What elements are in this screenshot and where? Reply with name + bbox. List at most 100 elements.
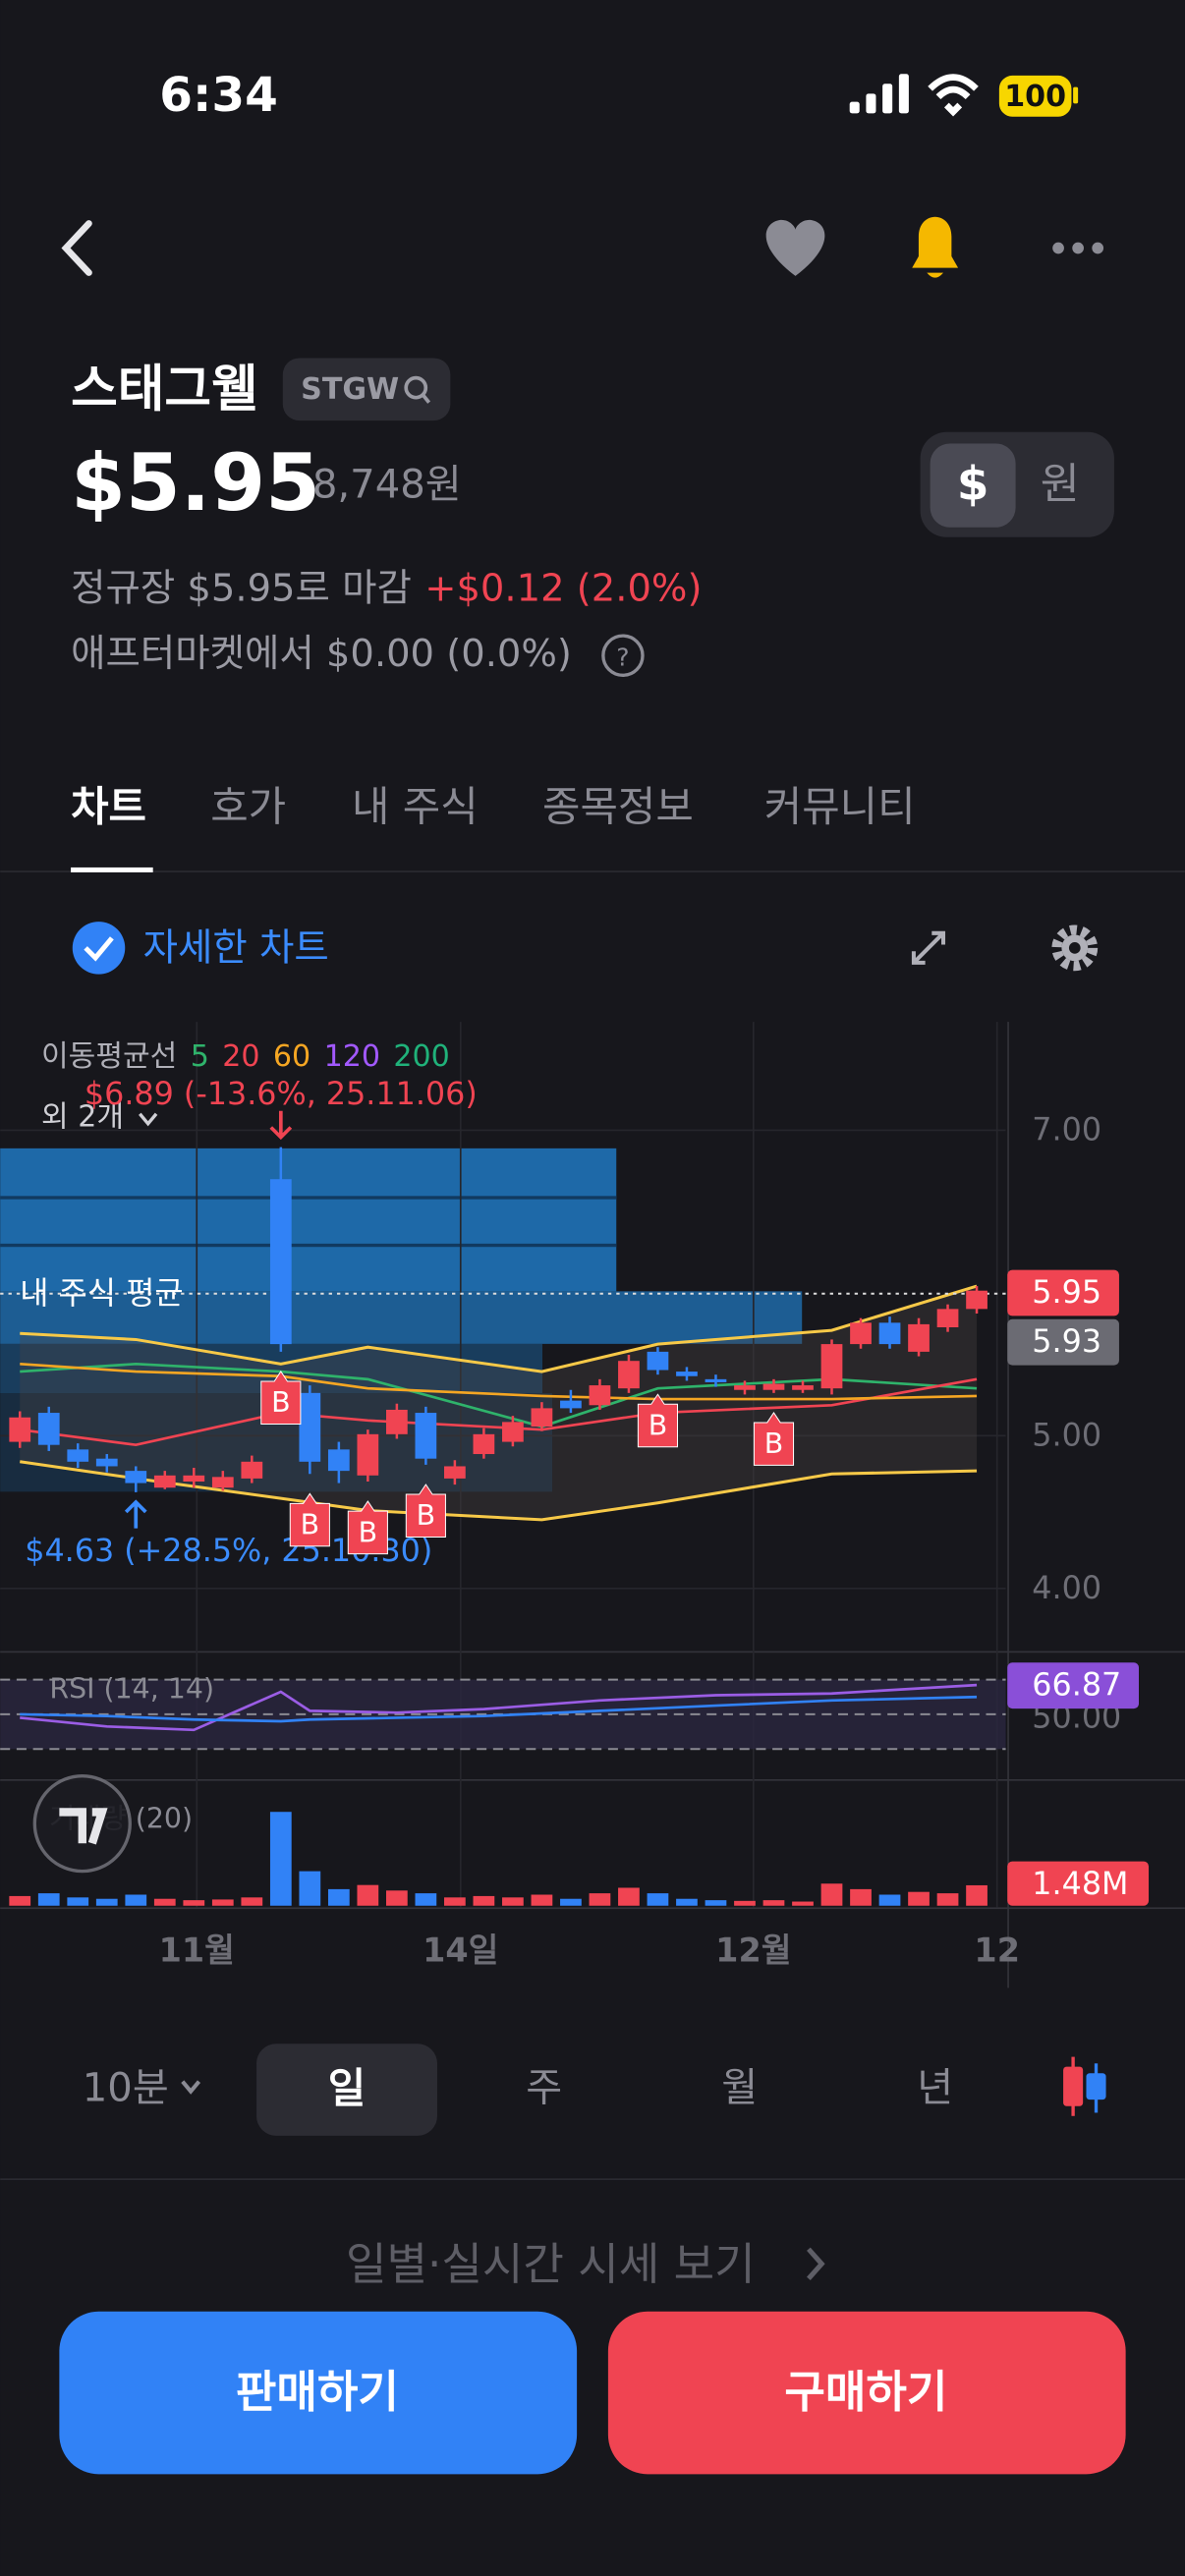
currency-krw[interactable]: 원 — [1041, 460, 1080, 509]
settings-button[interactable] — [1051, 924, 1099, 972]
buy-button[interactable] — [607, 2311, 1126, 2475]
volume-bar — [37, 1893, 60, 1906]
high-note: $6.89 (-13.6%, 25.11.06) — [85, 1077, 478, 1112]
tab[interactable]: 종목정보 — [542, 783, 694, 831]
expand-button[interactable] — [911, 930, 946, 965]
sell-button[interactable] — [59, 2311, 578, 2475]
candle-body — [676, 1372, 698, 1376]
dropdown-caret — [181, 2080, 201, 2095]
last-price-tag — [1007, 1269, 1119, 1316]
volume-bar — [357, 1884, 379, 1906]
buy-marker-label: B — [417, 1499, 435, 1532]
volume-bar — [734, 1900, 756, 1906]
axis-divider — [1007, 1022, 1009, 1988]
x-tick-label: 12 — [974, 1931, 1020, 1969]
volume-bar — [269, 1812, 292, 1906]
candle-body — [37, 1413, 60, 1445]
tv-logo-mark — [59, 1808, 108, 1845]
detail-chart-label[interactable]: 자세한 차트 — [143, 925, 329, 970]
link-arrow — [807, 2247, 825, 2280]
chart: 7.00 5.00 4.00 이동평균선 5 20 60 120 200 외 2개내 주식 평균 $… — [0, 1022, 1185, 1988]
check — [84, 936, 114, 962]
period-dropdown[interactable]: 10분 — [83, 2065, 169, 2110]
volume-bar — [705, 1900, 727, 1906]
candle-body — [589, 1385, 611, 1406]
rsi-tag-label: 66.87 — [1032, 1668, 1121, 1704]
buy-marker — [753, 1412, 795, 1466]
legend: 이동평균선 5 20 60 120 200 — [41, 1039, 450, 1074]
favorite-button[interactable] — [765, 219, 825, 276]
period-option[interactable]: 일 — [328, 2064, 366, 2112]
tab-indicator — [71, 867, 153, 872]
candle-body — [9, 1417, 31, 1442]
close-text: 정규장 $5.95로 마감 — [71, 566, 412, 610]
volume-bar — [850, 1888, 872, 1906]
currency-usd[interactable]: $ — [957, 458, 989, 511]
candle-body — [153, 1475, 176, 1488]
volume-bar — [936, 1893, 959, 1906]
battery-cap — [1073, 86, 1079, 104]
quote-link[interactable]: 일별·실시간 시세 보기 — [346, 2238, 756, 2290]
legend-more[interactable]: 외 2개 — [41, 1100, 124, 1135]
more-button[interactable] — [1052, 242, 1104, 254]
candle-body — [647, 1351, 669, 1371]
help-icon[interactable] — [601, 634, 645, 677]
divider — [0, 2178, 1185, 2181]
y-tick-label: 7.00 — [1032, 1112, 1101, 1148]
panel-divider — [0, 1907, 1185, 1910]
rsi-line — [20, 1683, 978, 1732]
buy-marker-label: B — [764, 1428, 784, 1460]
volume-bar — [502, 1897, 524, 1906]
rsi-line — [20, 1695, 978, 1723]
volume-bar — [385, 1890, 408, 1906]
buy-marker-label: B — [301, 1509, 320, 1541]
chart-style-button[interactable] — [1063, 2056, 1106, 2116]
legend-caret — [139, 1112, 158, 1127]
period-option[interactable]: 월 — [721, 2065, 758, 2110]
change: +$0.12 (2.0%) — [424, 566, 702, 610]
candle-body — [762, 1383, 785, 1390]
candle-body — [211, 1477, 234, 1488]
volume-bar — [183, 1900, 205, 1906]
candle-body — [415, 1413, 437, 1459]
rsi-tag — [1007, 1662, 1140, 1709]
checkbox[interactable] — [72, 922, 126, 975]
alert-button[interactable] — [912, 216, 959, 278]
volume-bar — [415, 1893, 437, 1906]
volume-bar — [647, 1893, 669, 1906]
period-option[interactable]: 년 — [917, 2065, 953, 2110]
panel-divider — [0, 1651, 1185, 1653]
price-krw: 8,748원 — [312, 462, 462, 507]
ma-line — [20, 1377, 978, 1447]
battery-level: 100 — [1004, 80, 1066, 114]
buy-marker — [405, 1484, 446, 1538]
period-option[interactable]: 주 — [526, 2065, 562, 2110]
candle-body — [183, 1475, 205, 1483]
tab[interactable]: 내 주식 — [352, 783, 479, 831]
buy-marker-label: B — [271, 1386, 291, 1419]
volume-bar — [9, 1895, 31, 1906]
tab[interactable]: 차트 — [71, 783, 146, 831]
ticker-pill[interactable] — [282, 358, 451, 421]
tab[interactable]: 커뮤니티 — [764, 783, 916, 831]
candle-body — [125, 1471, 147, 1484]
currency-selected — [930, 443, 1016, 528]
tab[interactable]: 호가 — [210, 783, 286, 831]
last-price-label: 5.95 — [1032, 1275, 1101, 1311]
band-fill — [20, 1286, 978, 1520]
sell-label: 판매하기 — [236, 2366, 399, 2418]
candle-body — [560, 1400, 582, 1409]
back-button[interactable] — [61, 220, 92, 276]
low-arrow — [124, 1499, 147, 1529]
average-label: 내 주식 평균 — [20, 1276, 183, 1312]
legend-entry: 200 — [393, 1039, 449, 1074]
volume-bar — [444, 1897, 466, 1906]
y-tick-label: 4.00 — [1032, 1571, 1101, 1606]
ma-line — [20, 1362, 978, 1428]
high-arrow — [269, 1110, 293, 1141]
volume-bar — [531, 1894, 553, 1906]
volume-bar — [125, 1894, 147, 1906]
legend-entry: 20 — [222, 1039, 259, 1074]
candle-body — [269, 1179, 292, 1345]
volume-tag — [1007, 1861, 1150, 1906]
